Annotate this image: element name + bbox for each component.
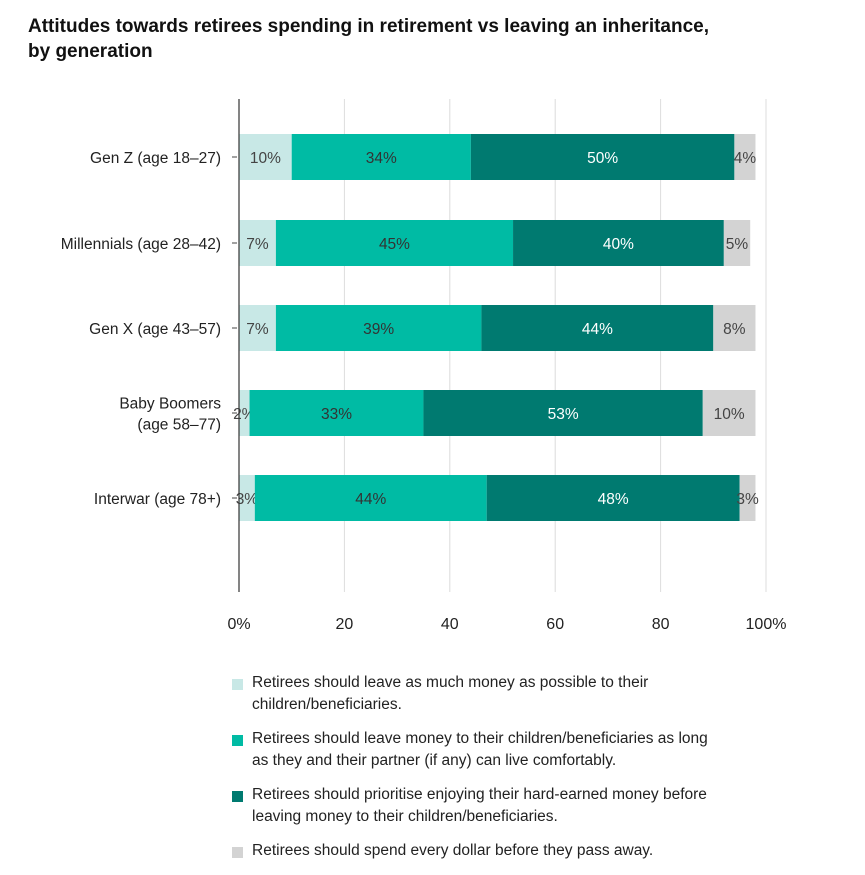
data-label: 40%	[603, 236, 634, 253]
data-label: 4%	[734, 150, 757, 167]
data-label: 45%	[379, 236, 410, 253]
data-label: 7%	[246, 236, 269, 253]
data-label: 8%	[723, 321, 746, 338]
data-label: 10%	[714, 406, 745, 423]
chart-legend: Retirees should leave as much money as p…	[232, 672, 792, 874]
category-label: Interwar (age 78+)	[94, 491, 221, 508]
bar-segment	[470, 134, 735, 180]
bar-segment	[423, 390, 703, 436]
data-label: 10%	[250, 150, 281, 167]
chart-title: Attitudes towards retirees spending in r…	[28, 16, 710, 62]
category-label: Gen X (age 43–57)	[89, 321, 221, 338]
bar-segment	[239, 475, 255, 521]
bar-segment	[739, 475, 756, 521]
data-label: 5%	[726, 236, 749, 253]
bar-segment	[239, 305, 276, 351]
bar-segment	[513, 220, 724, 266]
legend-label: Retirees should spend every dollar befor…	[252, 842, 654, 859]
data-label: 3%	[736, 491, 759, 508]
stacked-bar-chart: 10% 34% 50% 4% Gen Z (age 18–27) 7% 45% 40% 5% Mi…	[61, 99, 787, 633]
legend-item: Retirees should leave money to their chi…	[232, 728, 792, 772]
data-label: 7%	[246, 321, 269, 338]
bar-segment	[275, 220, 514, 266]
bar-segment	[713, 305, 756, 351]
x-tick-label: 40	[441, 616, 459, 633]
bar-segment	[275, 305, 482, 351]
data-label: 33%	[321, 406, 352, 423]
bar-segment	[481, 305, 714, 351]
data-label: 50%	[587, 150, 618, 167]
bar-segment	[239, 220, 276, 266]
data-label: 3%	[236, 491, 259, 508]
bar-segment	[702, 390, 756, 436]
legend-swatch	[232, 791, 243, 802]
legend-item: Retirees should leave as much money as p…	[232, 672, 792, 716]
bar-segment	[291, 134, 471, 180]
legend-label: Retirees should prioritise enjoying thei…	[252, 786, 707, 803]
data-label: 34%	[366, 150, 397, 167]
legend-label: as they and their partner (if any) can l…	[252, 752, 617, 769]
legend-label: leaving money to their children/benefici…	[252, 808, 558, 825]
bar-segment	[723, 220, 751, 266]
legend-label: children/beneficiaries.	[252, 696, 402, 713]
legend-swatch	[232, 847, 243, 858]
bar-segment	[486, 475, 740, 521]
category-label: Millennials (age 28–42)	[61, 236, 221, 253]
bar-segment	[239, 134, 292, 180]
bar-segment	[249, 390, 424, 436]
x-tick-label: 100%	[746, 616, 787, 633]
category-label: Baby Boomers	[119, 396, 221, 413]
legend-item: Retirees should spend every dollar befor…	[232, 840, 792, 862]
x-tick-label: 60	[546, 616, 564, 633]
legend-swatch	[232, 679, 243, 690]
data-label: 44%	[582, 321, 613, 338]
legend-swatch	[232, 735, 243, 746]
legend-item: Retirees should prioritise enjoying thei…	[232, 784, 792, 828]
legend-label: Retirees should leave money to their chi…	[252, 730, 708, 747]
legend-label: Retirees should leave as much money as p…	[252, 674, 649, 691]
x-tick-label: 20	[336, 616, 354, 633]
data-label: 44%	[355, 491, 386, 508]
category-label: (age 58–77)	[137, 417, 221, 434]
bar-segment	[734, 134, 756, 180]
x-tick-label: 80	[652, 616, 670, 633]
category-label: Gen Z (age 18–27)	[90, 150, 221, 167]
data-label: 53%	[548, 406, 579, 423]
bar-segment	[239, 390, 250, 436]
bar-segment	[254, 475, 487, 521]
data-label: 48%	[598, 491, 629, 508]
data-label: 39%	[363, 321, 394, 338]
x-tick-label: 0%	[227, 616, 250, 633]
